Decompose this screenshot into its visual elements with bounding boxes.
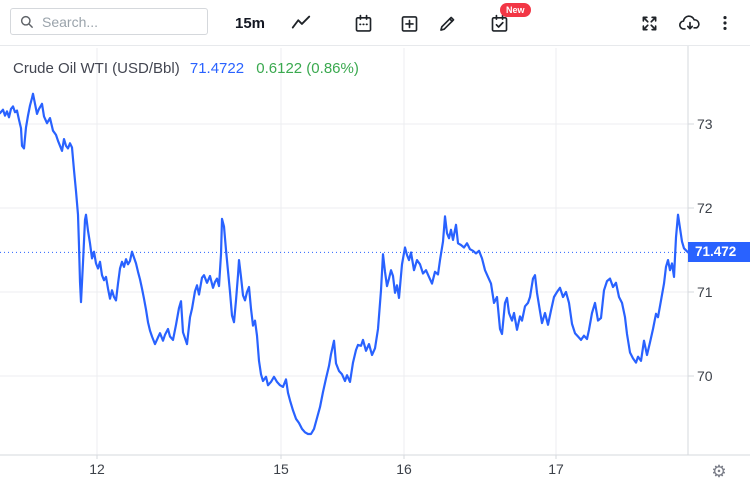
cloud-save-button[interactable] — [675, 10, 705, 36]
events-button[interactable] — [486, 10, 512, 36]
x-axis-label: 16 — [396, 461, 412, 477]
more-menu-button[interactable] — [712, 10, 738, 36]
search-input-wrapper[interactable] — [10, 8, 208, 35]
more-menu-icon — [723, 16, 727, 30]
draw-pencil-icon — [439, 16, 454, 31]
price-line — [0, 92, 690, 436]
chart-legend: Crude Oil WTI (USD/Bbl) 71.4722 0.6122 (… — [13, 60, 359, 77]
y-axis-label: 72 — [697, 200, 713, 216]
calendar-icon — [355, 14, 371, 32]
new-badge: New — [500, 3, 531, 17]
last-value: 71.4722 — [189, 60, 245, 77]
interval-button[interactable]: 15m — [231, 10, 269, 36]
y-axis-label: 73 — [697, 116, 713, 132]
search-input[interactable] — [42, 13, 192, 30]
fullscreen-button[interactable] — [636, 10, 662, 36]
symbol-name[interactable]: Crude Oil WTI (USD/Bbl) — [13, 60, 180, 77]
change-value: 0.6122 (0.86%) — [256, 60, 359, 77]
current-price-label: 71.472 — [688, 242, 750, 263]
settings-button[interactable]: ⚙ — [706, 460, 732, 484]
events-calendar-icon — [491, 14, 507, 32]
x-axis-label: 12 — [89, 461, 105, 477]
x-axis-label: 17 — [548, 461, 564, 477]
fullscreen-icon — [642, 16, 656, 30]
add-panel-icon — [401, 15, 417, 32]
chart-type-button[interactable] — [288, 10, 314, 36]
draw-button[interactable] — [434, 10, 460, 36]
y-axis-label: 71 — [697, 284, 713, 300]
line-chart-icon — [291, 15, 311, 29]
x-axis-label: 15 — [273, 461, 289, 477]
top-toolbar: 15m — [0, 0, 750, 46]
add-panel-button[interactable] — [396, 10, 422, 36]
settings-gear-icon: ⚙ — [711, 462, 727, 481]
chart-canvas[interactable] — [0, 46, 750, 460]
search-icon — [20, 15, 34, 28]
calendar-button[interactable] — [350, 10, 376, 36]
y-axis-label: 70 — [697, 368, 713, 384]
cloud-save-icon — [679, 15, 700, 30]
